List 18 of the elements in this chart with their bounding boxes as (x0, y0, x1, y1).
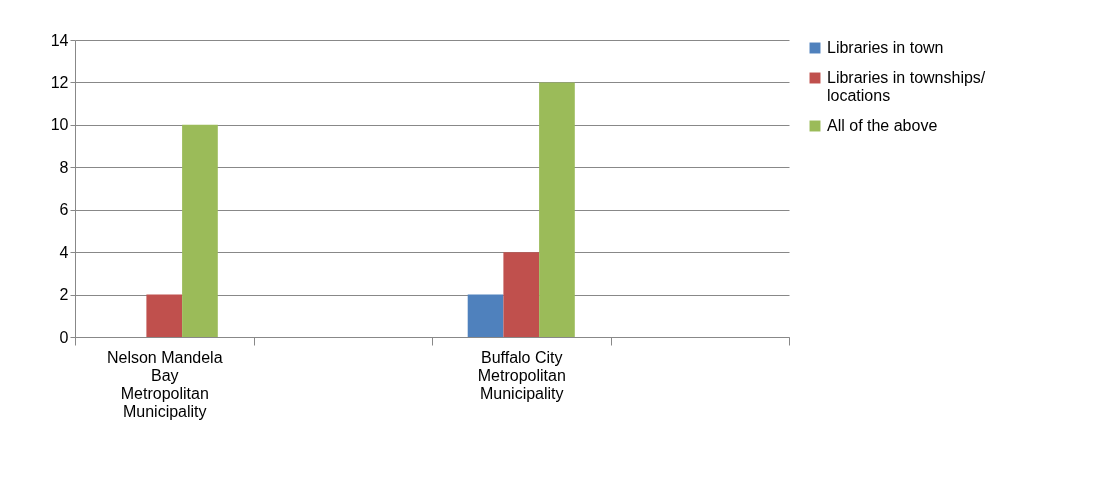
y-tick-label: 2 (59, 286, 69, 304)
x-tick-label: Buffalo City Metropolitan Municipality (477, 348, 566, 402)
bar (467, 294, 504, 337)
x-tick-label: Nelson Mandela Bay Metropolitan Municipality (106, 348, 223, 420)
bar (146, 294, 183, 337)
bar (539, 82, 575, 337)
y-tick-label: 12 (50, 73, 69, 91)
legend-label: All of the above (827, 117, 938, 134)
y-tick-label: 10 (50, 116, 69, 134)
y-tick-label: 0 (59, 328, 69, 346)
y-tick-label: 8 (59, 158, 69, 176)
y-tick-label: 6 (59, 201, 69, 219)
bar (503, 252, 540, 337)
legend-label: Libraries in townships/ locations (827, 69, 986, 104)
y-tick-label: 14 (50, 31, 69, 49)
y-tick-label: 4 (59, 243, 69, 261)
legend-label: Libraries in town (827, 39, 944, 56)
bar (182, 124, 218, 337)
